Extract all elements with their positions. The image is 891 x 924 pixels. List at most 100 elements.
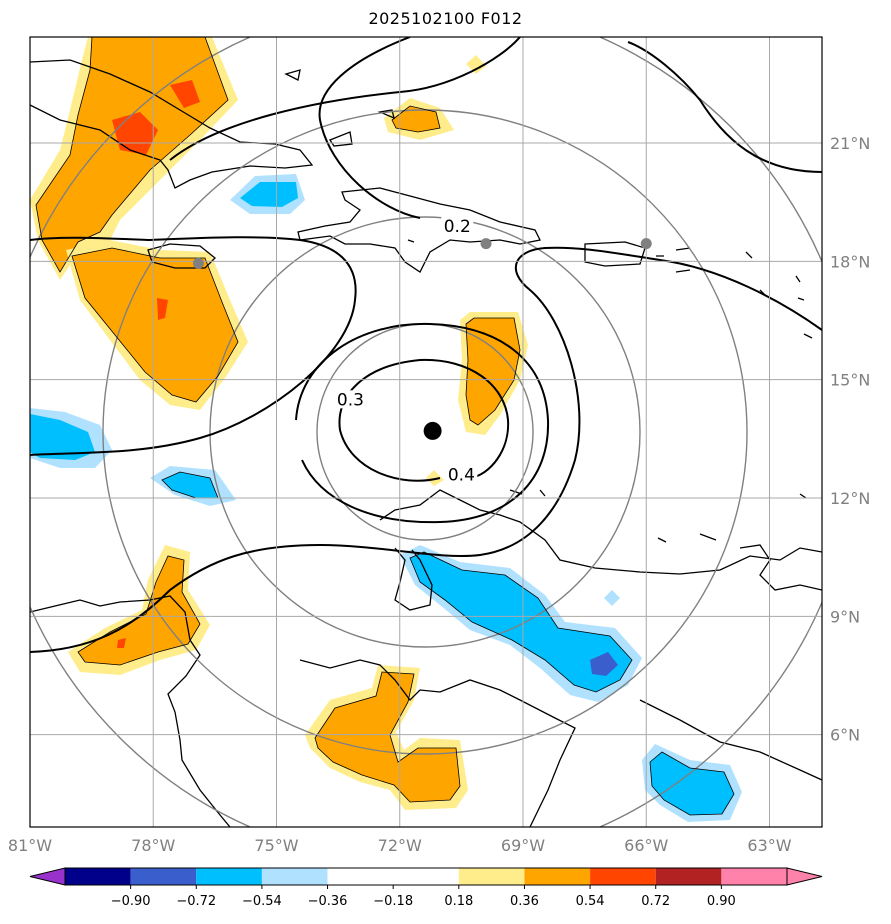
contour-0.4: [338, 358, 510, 482]
strong-negative-region: [590, 652, 618, 676]
contour-0.2: [30, 246, 822, 653]
thin-contour: [409, 551, 633, 693]
map-frame: [29, 36, 823, 828]
colorbar-tick-label: 0.36: [510, 894, 539, 909]
negative-anomaly-region: [30, 414, 95, 460]
colorbar-over-extension: [786, 867, 823, 886]
shaded-fields: [30, 37, 742, 822]
lon-tick-label: 78°W: [131, 836, 175, 855]
coastline-lake-maracaibo: [394, 547, 433, 611]
contour-0.3: [295, 322, 550, 524]
colorbar-frame: [64, 867, 788, 886]
thin-contours: [35, 37, 735, 816]
negative-anomaly-region: [162, 472, 218, 498]
coastline-puerto-rico: [584, 241, 646, 267]
colorbar-segment: [721, 868, 787, 885]
positive-anomaly-region: [392, 106, 440, 132]
storm-center-marker: [423, 421, 442, 440]
lat-tick-label: 6°N: [830, 726, 860, 745]
negative-anomaly-region: [240, 182, 298, 207]
station-marker: [480, 238, 492, 250]
range-ring: [102, 109, 748, 755]
thin-contour: [465, 317, 521, 426]
station-marker: [640, 238, 652, 250]
colorbar: −0.90 −0.72 −0.54 −0.36 −0.18 0.18 0.36 0.54 0.7…: [29, 867, 823, 909]
strong-positive-region: [117, 638, 126, 648]
gridlines: [30, 37, 822, 827]
positive-anomaly-region: [78, 556, 200, 665]
lat-tick-label: 21°N: [830, 134, 870, 153]
colorbar-segment: [196, 868, 262, 885]
lon-tick-label: 81°W: [8, 836, 52, 855]
storm-center: [423, 421, 442, 440]
contour-label-bg: [441, 216, 474, 235]
colorbar-segment: [655, 868, 722, 885]
colorbar-segment: [590, 868, 656, 885]
colorbar-tick-label: 0.72: [641, 894, 670, 909]
colorbar-tick-label: −0.90: [111, 894, 151, 909]
thin-contour: [314, 671, 461, 803]
colorbar-tick-label: −0.36: [308, 894, 348, 909]
colorbar-tick-label: 0.54: [576, 894, 605, 909]
contour-label: 0.4: [448, 465, 475, 485]
contour-label-bg: [445, 465, 478, 484]
negative-anomaly-region: [650, 752, 734, 815]
contour-label-bg: [334, 390, 367, 409]
lat-tick-label: 9°N: [830, 607, 860, 626]
thin-contour: [71, 247, 239, 403]
coastline-venezuela: [379, 489, 822, 575]
coastline-hispaniola: [297, 187, 541, 273]
range-ring: [209, 216, 641, 648]
contour-lines: [30, 37, 822, 653]
colorbar-tick-label: −0.72: [176, 894, 216, 909]
strong-positive-region: [157, 298, 168, 320]
lat-tick-label: 15°N: [830, 371, 870, 390]
lon-tick-label: 66°W: [624, 836, 668, 855]
colorbar-segment: [524, 868, 591, 885]
colorbar-tick-label: 0.18: [444, 894, 473, 909]
lon-tick-label: 63°W: [747, 836, 791, 855]
map-area: 0.2 0.3 0.4: [30, 37, 822, 827]
station-marker: [192, 257, 204, 269]
range-rings: [30, 37, 822, 827]
contour-labels: 0.2 0.3 0.4: [334, 216, 478, 485]
negative-anomaly-region: [604, 590, 620, 606]
colorbar-tick-label: −0.54: [242, 894, 282, 909]
coastline-small-antilles: [509, 489, 807, 543]
contour-0.2: [318, 37, 421, 219]
coastline-small-islands: [284, 69, 813, 339]
colorbar-under-extension: [29, 867, 66, 886]
coastlines: [30, 59, 822, 827]
coastline-central-america: [30, 595, 231, 827]
negative-anomaly-region: [410, 552, 632, 692]
contour-label: 0.2: [444, 217, 471, 237]
positive-anomaly-region: [72, 248, 238, 402]
colorbar-segment: [458, 868, 525, 885]
axis-tick-labels: 81°W 78°W 75°W 72°W 69°W 66°W 63°W 21°N 18°N 15°N…: [8, 134, 870, 855]
thin-contour: [77, 555, 201, 666]
contour-label: 0.3: [337, 390, 364, 410]
thin-contour: [35, 37, 229, 273]
positive-anomaly-region: [426, 470, 444, 486]
lon-tick-label: 72°W: [378, 836, 422, 855]
colorbar-segment: [393, 868, 459, 885]
lon-tick-label: 75°W: [254, 836, 298, 855]
strong-positive-region: [170, 80, 200, 108]
colorbar-segment: [261, 868, 328, 885]
contour-0.1: [169, 37, 521, 161]
positive-anomaly-region: [466, 55, 486, 74]
coastline-cuba: [30, 59, 314, 189]
contour-0.1: [627, 41, 822, 173]
station-markers: [192, 238, 652, 269]
plot-title: 2025102100 F012: [368, 9, 523, 28]
colorbar-tick-label: 0.90: [707, 894, 736, 909]
colorbar-segment: [130, 868, 197, 885]
coastline-jamaica: [147, 243, 216, 269]
colorbar-tick-label: −0.18: [373, 894, 413, 909]
lat-tick-label: 18°N: [830, 252, 870, 271]
thin-contour: [649, 751, 735, 816]
colorbar-segment: [327, 868, 394, 885]
positive-anomaly-region: [315, 672, 460, 802]
contour-0.2: [30, 236, 357, 456]
